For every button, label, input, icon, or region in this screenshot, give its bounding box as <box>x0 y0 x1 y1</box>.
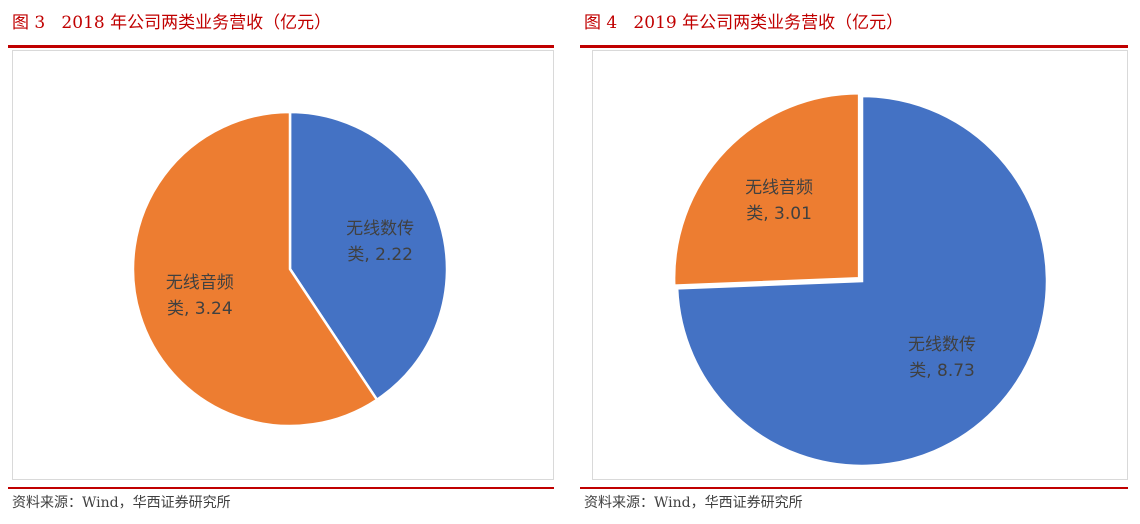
pie-chart <box>131 110 449 428</box>
chart-panel: 图 3 2018 年公司两类业务营收（亿元） 资料来源：Wind，华西证券研究所 无… <box>8 0 554 524</box>
chart-title: 图 3 2018 年公司两类业务营收（亿元） <box>12 13 332 33</box>
title-rule <box>8 45 554 48</box>
source-note: 资料来源：Wind，华西证券研究所 <box>12 495 231 511</box>
source-rule <box>8 487 554 489</box>
plot-box <box>592 50 1128 480</box>
plot-box <box>12 50 554 480</box>
slice-label: 无线音频类3.01 <box>739 175 819 227</box>
value-label: 8.73 <box>937 360 975 381</box>
slice-label: 无线数传类2.22 <box>340 216 420 268</box>
value-label: 3.01 <box>774 204 812 225</box>
chart-panel: 图 4 2019 年公司两类业务营收（亿元） 资料来源：Wind，华西证券研究所 无… <box>580 0 1128 524</box>
value-label: 2.22 <box>375 244 413 265</box>
value-label: 3.24 <box>194 299 233 320</box>
pie-chart <box>672 91 1049 468</box>
chart-title: 图 4 2019 年公司两类业务营收（亿元） <box>584 13 904 33</box>
pie-slice <box>131 110 379 428</box>
source-rule <box>580 487 1128 489</box>
pie-slice <box>672 91 861 287</box>
slice-label: 无线音频类3.24 <box>160 270 240 322</box>
title-rule <box>580 45 1128 48</box>
slice-label: 无线数传类8.73 <box>902 332 982 384</box>
source-note: 资料来源：Wind，华西证券研究所 <box>584 495 803 511</box>
pie-slice <box>675 94 1049 468</box>
